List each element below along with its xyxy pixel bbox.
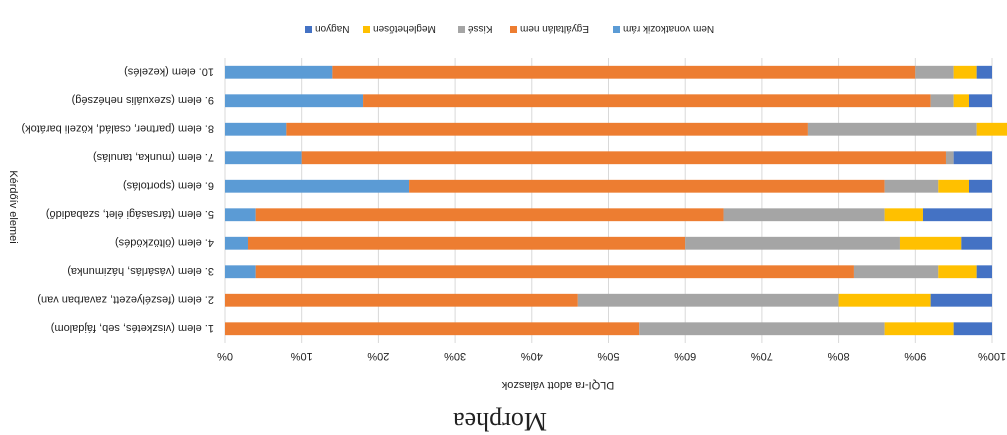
x-tick-label: 10% [290,350,312,362]
legend-swatch [305,26,312,33]
bar-segment [225,236,249,250]
bar-segment [225,179,410,193]
legend-item: Egyáltalán nem [510,23,589,34]
bar-segment [225,265,256,279]
bar-segment [961,236,992,250]
x-tick-label: 0% [217,350,233,362]
bar-segment [930,94,954,108]
bar-segment [301,151,946,165]
legend-swatch [613,26,620,33]
category-label: 5. elem (társasági élet, szabadidő) [46,208,214,220]
bar-segment [255,208,724,222]
bar-segment [248,236,686,250]
x-tick-label: 40% [521,350,543,362]
category-label: 6. elem (sportolás) [123,179,214,191]
legend-swatch [510,26,517,33]
legend-item: Meglehetősen [363,23,436,34]
legend-label: Nagyon [315,23,349,34]
bar-segment [922,208,992,222]
x-axis-title: DLQI-ra adott válaszok [501,379,614,391]
legend-label: Egyáltalán nem [520,23,589,34]
category-label: 8. elem (partner, család, közeli barátok… [21,122,214,134]
x-tick-label: 20% [367,350,389,362]
bar-segment [968,179,992,193]
bar-segment [639,322,885,336]
legend-item: Nem vonatkozik rám [613,23,714,34]
bar-segment [363,94,931,108]
bar-segment [225,208,256,222]
bar-segment [953,151,992,165]
bar-segment [255,265,854,279]
category-label: 2. elem (feszélyezett, zavarban van) [37,293,214,305]
x-tick-label: 80% [827,350,849,362]
bar-segment [976,122,1007,136]
category-labels: 1. elem (viszketés, seb, fájdalom) 2. ele… [21,65,214,334]
bar-segment [884,179,939,193]
x-tick-label: 50% [597,350,619,362]
category-label: 1. elem (viszketés, seb, fájdalom) [51,322,214,334]
bar-segment [884,208,923,222]
bar-segment [838,293,931,307]
legend-label: Kissé [468,23,493,34]
legend-item: Kissé [458,23,492,34]
bar-segment [225,322,640,336]
category-label: 9. elem (szexuális nehézség) [72,94,214,106]
category-label: 7. elem (munka, tanulás) [93,151,214,163]
bar-segment [953,94,969,108]
bar-segment [945,151,954,165]
bar-segment [286,122,808,136]
bar-segment [968,94,992,108]
bar-segment [938,265,977,279]
bar-segment [953,322,992,336]
bar-segment [225,122,287,136]
bar-segment [409,179,885,193]
x-tick-label: 90% [904,350,926,362]
bar-segment [976,65,992,79]
bar-segment [225,293,578,307]
chart-title: Morphea [453,407,547,435]
x-tick-label: 100% [978,350,1006,362]
bar-segment [332,65,916,79]
bar-segment [938,179,969,193]
bar-segment [953,65,977,79]
category-label: 10. elem (kezelés) [124,65,214,77]
bar-segment [884,322,954,336]
legend-label: Meglehetősen [373,23,436,34]
legend-item: Nagyon [305,23,349,34]
x-tick-label: 30% [444,350,466,362]
bar-segment [807,122,977,136]
legend-swatch [458,26,465,33]
x-tick-labels: 0% 10% 20% 30% 40% 50% 60% 70% 80% 90% 100% [217,350,1006,362]
y-axis-title: Kérdőív elemei [7,170,19,243]
bar-segment [723,208,885,222]
legend-label: Nem vonatkozik rám [623,23,714,34]
bar-segment [577,293,839,307]
bar-segment [899,236,962,250]
bar-segment [225,151,302,165]
legend: Nem vonatkozik rám Egyáltalán nem Kissé Meg… [305,23,714,34]
bar-segment [930,293,992,307]
bar-segment [853,265,939,279]
bar-segment [685,236,900,250]
category-label: 3. elem (vásárlás, házimunka) [67,265,214,277]
bar-segment [976,265,992,279]
legend-swatch [363,26,370,33]
bars [225,65,1007,336]
bar-segment [225,65,333,79]
bar-segment [915,65,954,79]
x-tick-label: 60% [674,350,696,362]
bar-segment [225,94,364,108]
x-tick-label: 70% [751,350,773,362]
category-label: 4. elem (öltözködés) [115,236,214,248]
